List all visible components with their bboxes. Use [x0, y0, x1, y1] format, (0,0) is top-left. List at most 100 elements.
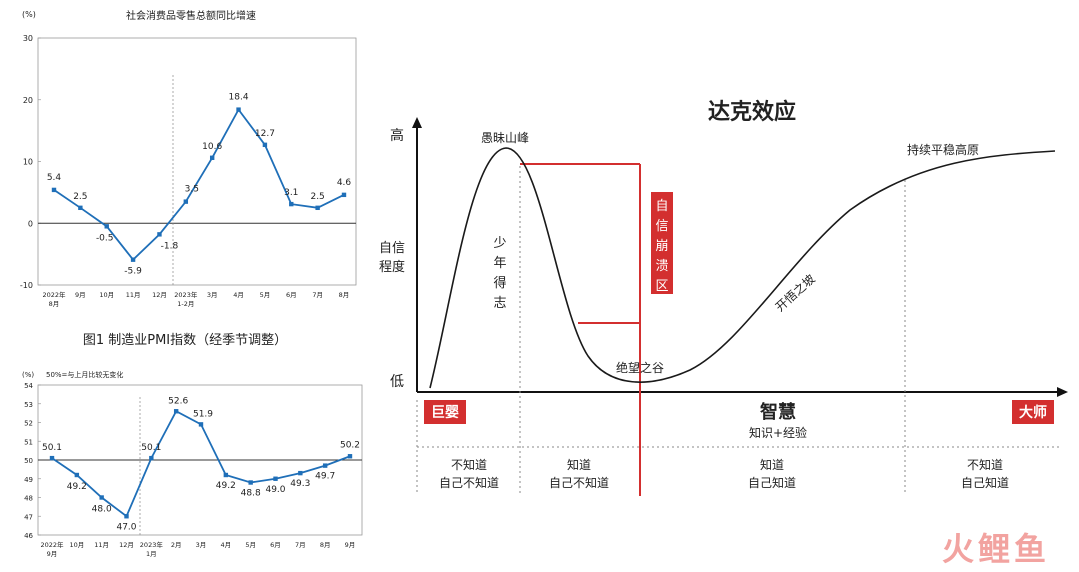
- x-tick-label: 1月: [146, 550, 157, 558]
- x-tick-label: 10月: [69, 541, 84, 549]
- data-point: [322, 463, 328, 468]
- dk-stage3-line2: 自己知道: [748, 476, 796, 490]
- y-tick-label: 49: [24, 476, 33, 484]
- x-tick-label: 2023年: [140, 540, 164, 549]
- y-tick-label: 10: [23, 158, 33, 167]
- x-tick-label: 10月: [99, 291, 114, 299]
- x-tick-label: 7月: [295, 541, 306, 549]
- x-tick-label: 8月: [49, 300, 60, 308]
- watermark-text: 火鲤鱼: [942, 530, 1050, 568]
- dk-right-tag: 大师: [1019, 404, 1047, 421]
- dk-x-sublabel: 知识+经验: [749, 425, 807, 440]
- dk-y-axis-arrow: [412, 117, 422, 128]
- data-label: -0.5: [96, 233, 114, 243]
- x-tick-label: 1-2月: [177, 300, 194, 308]
- x-tick-label: 6月: [286, 291, 297, 299]
- dk-stage4-line1: 不知道: [967, 458, 1003, 472]
- x-tick-label: 6月: [270, 541, 281, 549]
- data-point: [104, 224, 109, 229]
- data-label: 49.7: [315, 472, 335, 482]
- watermark-logo: 火鲤鱼: [942, 530, 1050, 568]
- dk-young-label: 少年得志: [493, 236, 506, 311]
- dk-plateau-label: 持续平稳高原: [907, 142, 979, 157]
- data-label: 49.0: [265, 485, 285, 495]
- dk-left-tag-box: [424, 400, 466, 424]
- dk-y-label-line1: 自信: [379, 241, 405, 256]
- data-point: [273, 476, 278, 481]
- data-label: 48.0: [92, 505, 112, 515]
- y-tick-label: -10: [20, 281, 33, 290]
- dk-confidence-curve: [429, 147, 1056, 389]
- data-point: [236, 107, 241, 112]
- dk-peak-label: 愚昧山峰: [481, 131, 529, 145]
- dk-y-label-line2: 程度: [379, 259, 405, 275]
- y-tick-label: 47: [24, 513, 33, 521]
- chart2-series: 50.1 49.2 48.0 47.0 50.1 52.6 51.9 49.2 48.8 49.0…: [42, 396, 360, 532]
- series-line: [51, 410, 351, 518]
- x-tick-label: 2022年: [42, 290, 66, 299]
- x-tick-label: 8月: [320, 541, 331, 549]
- x-tick-label: 4月: [233, 291, 244, 299]
- data-label: 3.1: [284, 188, 298, 198]
- x-tick-label: 9月: [47, 550, 58, 558]
- x-tick-label: 9月: [345, 541, 356, 549]
- data-point: [157, 232, 162, 237]
- x-tick-label: 4月: [221, 541, 232, 549]
- data-label: 49.2: [67, 482, 87, 492]
- chart2-note: 50%=与上月比较无变化: [46, 370, 123, 379]
- data-point: [78, 205, 83, 211]
- data-point: [99, 495, 104, 500]
- y-tick-label: 53: [24, 401, 33, 409]
- dk-title: 达克效应: [708, 99, 796, 125]
- dunning-kruger-diagram: 达克效应 高 低 自信 程度 愚昧山峰 绝望之谷 开悟之坡 持续平稳高原 少年: [379, 99, 1068, 496]
- dk-stage3-line1: 知道: [760, 458, 784, 472]
- x-tick-label: 2023年: [174, 290, 198, 299]
- dk-left-tag: 巨婴: [431, 404, 459, 421]
- data-point: [124, 514, 129, 519]
- data-point: [51, 187, 57, 193]
- data-label: 47.0: [116, 522, 136, 532]
- data-label: 2.5: [310, 192, 324, 202]
- dk-collapse-markers: [520, 163, 641, 496]
- data-point: [298, 470, 303, 476]
- series-line: [53, 107, 345, 262]
- chart2-y-axis: 46 47 48 49 50 51 52 53 54: [24, 382, 362, 540]
- x-tick-label: 12月: [152, 291, 167, 299]
- x-tick-label: 11月: [126, 291, 141, 299]
- chart1-unit: (%): [22, 10, 36, 19]
- data-point: [248, 480, 253, 485]
- data-label: 18.4: [229, 93, 249, 103]
- data-label: 50.1: [141, 443, 161, 453]
- data-point: [223, 472, 229, 478]
- data-label: 49.2: [216, 481, 236, 491]
- x-tick-label: 5月: [245, 541, 256, 549]
- dk-right-tag-box: [1012, 400, 1054, 424]
- y-tick-label: 50: [24, 457, 33, 465]
- data-point: [74, 472, 80, 478]
- data-label: 10.6: [202, 142, 222, 152]
- x-tick-label: 3月: [207, 291, 218, 299]
- chart1-plot-frame: [37, 37, 357, 286]
- y-tick-label: 51: [24, 438, 33, 446]
- data-point: [198, 422, 204, 427]
- dk-stage-dividers: [416, 166, 1062, 494]
- dk-slope-label: 开悟之坡: [772, 271, 818, 314]
- dk-stage1-line1: 不知道: [451, 458, 487, 472]
- data-point: [49, 455, 55, 461]
- dk-stage4-line2: 自己知道: [961, 476, 1009, 490]
- x-tick-label: 2022年: [40, 540, 64, 549]
- data-label: 48.8: [241, 489, 261, 499]
- data-point: [149, 455, 154, 461]
- data-label: -1.8: [161, 241, 179, 251]
- data-label: 49.3: [290, 479, 310, 489]
- x-tick-label: 8月: [339, 291, 350, 299]
- dk-valley-label: 绝望之谷: [616, 360, 664, 375]
- dk-x-label: 智慧: [760, 401, 796, 423]
- chart2-title: 图1 制造业PMI指数（经季节调整）: [83, 333, 287, 348]
- pmi-chart: 图1 制造业PMI指数（经季节调整） (%) 50%=与上月比较无变化 46 47…: [22, 333, 363, 558]
- data-label: 5.4: [47, 173, 62, 183]
- dk-stage2-line2: 自己不知道: [549, 476, 609, 490]
- data-label: 2.5: [73, 192, 87, 202]
